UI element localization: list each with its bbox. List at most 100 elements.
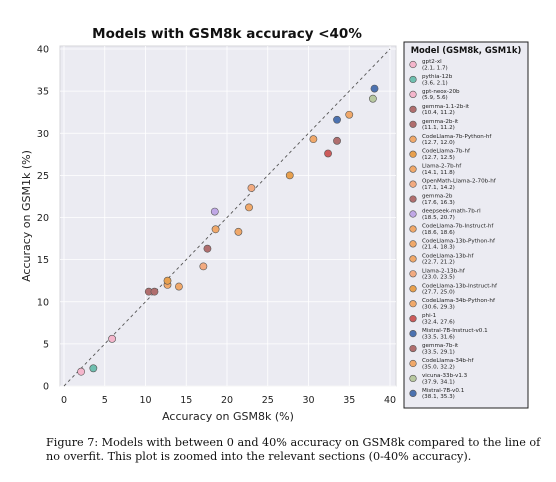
legend-model-name: pythia-12b xyxy=(422,74,453,80)
legend-marker xyxy=(409,359,417,368)
x-tick-label: 25 xyxy=(262,395,274,406)
y-tick-label: 35 xyxy=(37,87,49,98)
legend-model-name: CodeLlama-13b-Instruct-hf xyxy=(422,283,498,289)
legend-marker xyxy=(409,60,417,69)
point-CodeLlama-34b-hf xyxy=(345,110,354,119)
x-tick-label: 20 xyxy=(221,395,233,406)
figure-caption: Figure 7: Models with between 0 and 40% … xyxy=(46,436,541,463)
legend-marker xyxy=(409,180,417,188)
point-CodeLlama-7b-Instruct-hf xyxy=(211,225,220,234)
y-tick-label: 5 xyxy=(43,339,49,350)
y-tick-label: 25 xyxy=(37,171,49,182)
point-Mistral-7B-Instruct-v0.1 xyxy=(333,115,341,124)
legend-model-name: Mistral-7B-v0.1 xyxy=(422,388,465,394)
x-tick-label: 5 xyxy=(102,395,108,406)
legend-marker xyxy=(409,255,417,263)
point-CodeLlama-13b-hf xyxy=(245,203,253,212)
legend-marker xyxy=(409,120,417,128)
legend-marker xyxy=(409,270,417,278)
legend-model-name: gemma-2b-it xyxy=(422,119,459,125)
point-CodeLlama-34b-Python-hf xyxy=(309,135,318,144)
legend-model-scores: (21.4, 18.3) xyxy=(422,245,455,251)
point-phi-1 xyxy=(324,149,332,158)
x-tick-label: 10 xyxy=(139,395,151,406)
legend-model-name: CodeLlama-34b-Python-hf xyxy=(422,298,496,304)
legend-model-name: gemma-2b xyxy=(422,194,453,200)
legend-model-name: phi-1 xyxy=(422,313,437,319)
legend-model-name: gemma-1.1-2b-it xyxy=(422,104,470,110)
point-gemma-2b-it xyxy=(150,287,159,296)
legend-model-scores: (37.9, 34.1) xyxy=(422,379,455,385)
legend-marker xyxy=(409,90,417,98)
legend-model-scores: (12.7, 12.0) xyxy=(422,140,455,146)
y-axis-ticks: 0 5 10 15 20 25 30 35 40 xyxy=(37,45,49,393)
scatter-chart: Models with GSM8k accuracy <40% 0 5 10 15 20… xyxy=(20,26,529,423)
legend-model-scores: (17.1, 14.2) xyxy=(422,185,455,191)
legend-marker xyxy=(409,300,417,308)
point-CodeLlama-13b-Instruct-hf xyxy=(285,171,294,180)
y-tick-label: 40 xyxy=(37,45,49,56)
legend-box xyxy=(403,41,529,409)
legend-model-scores: (30.6, 29.3) xyxy=(422,305,455,311)
legend-marker xyxy=(409,195,417,203)
legend-model-name: CodeLlama-7b-Instruct-hf xyxy=(422,223,494,229)
data-points xyxy=(77,84,379,376)
y-tick-label: 10 xyxy=(37,297,49,308)
point-gemma-2b xyxy=(203,244,212,253)
legend-marker xyxy=(409,75,417,84)
x-tick-label: 35 xyxy=(343,395,355,406)
legend-marker xyxy=(409,344,417,353)
legend-model-name: Llama-2-13b-hf xyxy=(422,268,466,274)
legend-model-name: gpt2-xl xyxy=(422,59,442,65)
legend-model-scores: (23.0, 23.5) xyxy=(422,275,455,281)
legend-model-name: CodeLlama-7b-Python-hf xyxy=(422,134,492,140)
legend-marker xyxy=(409,374,417,383)
point-Llama-2-7b-hf xyxy=(175,282,183,291)
legend-marker xyxy=(409,330,417,338)
x-axis-label: Accuracy on GSM8k (%) xyxy=(162,410,294,423)
point-vicuna-33b-v1.3 xyxy=(368,94,377,103)
legend-model-scores: (2.1, 1.7) xyxy=(422,65,448,71)
legend-model-name: OpenMath-Llama-2-70b-hf xyxy=(422,179,497,185)
legend-model-scores: (17.6, 16.3) xyxy=(422,200,455,206)
legend-model-name: deepseek-math-7b-rl xyxy=(422,209,481,215)
legend-model-name: CodeLlama-7b-hf xyxy=(422,149,471,155)
legend-marker xyxy=(409,150,417,158)
point-CodeLlama-13b-Python-hf xyxy=(234,227,243,236)
legend-model-scores: (11.1, 11.2) xyxy=(422,125,455,131)
point-gpt-neox-20b xyxy=(108,334,116,343)
y-tick-label: 15 xyxy=(37,255,49,266)
legend-model-scores: (18.6, 18.6) xyxy=(422,230,455,236)
x-axis-ticks: 0 5 10 15 20 25 30 35 40 xyxy=(61,395,396,406)
point-Mistral-7B-v0.1 xyxy=(370,84,379,93)
legend-marker xyxy=(409,389,417,398)
legend-marker xyxy=(409,225,417,233)
legend-marker xyxy=(409,165,417,173)
x-tick-label: 30 xyxy=(302,395,314,406)
legend-marker xyxy=(409,240,417,248)
legend-model-scores: (33.5, 31.6) xyxy=(422,334,455,340)
x-tick-label: 0 xyxy=(61,395,67,406)
point-CodeLlama-7b-hf xyxy=(163,276,172,285)
legend-model-scores: (38.1, 35.3) xyxy=(422,394,455,400)
legend-model-scores: (35.0, 32.2) xyxy=(422,364,455,370)
y-tick-label: 0 xyxy=(43,382,49,393)
x-tick-label: 15 xyxy=(180,395,192,406)
legend-model-scores: (14.1, 11.8) xyxy=(422,170,455,176)
y-tick-label: 20 xyxy=(37,213,49,224)
point-deepseek-math-7b-rl xyxy=(210,207,219,216)
legend-marker xyxy=(409,315,417,323)
legend-model-name: Mistral-7B-Instruct-v0.1 xyxy=(422,328,488,334)
y-axis-label: Accuracy on GSM1k (%) xyxy=(20,150,33,282)
no-overfit-reference-line xyxy=(63,48,391,387)
legend-model-scores: (5.9, 5.6) xyxy=(422,95,448,101)
grid-lines xyxy=(60,46,396,387)
legend-model-scores: (10.4, 11.2) xyxy=(422,110,455,116)
point-OpenMath-Llama-2-70b-hf xyxy=(199,262,208,271)
legend-model-name: CodeLlama-34b-hf xyxy=(422,358,475,364)
point-gpt2-xl xyxy=(77,367,86,376)
legend-model-name: gpt-neox-20b xyxy=(422,89,460,95)
point-gemma-7b-it xyxy=(333,136,341,145)
legend-model-name: CodeLlama-13b-hf xyxy=(422,253,475,259)
legend-model-name: Llama-2-7b-hf xyxy=(422,164,462,170)
